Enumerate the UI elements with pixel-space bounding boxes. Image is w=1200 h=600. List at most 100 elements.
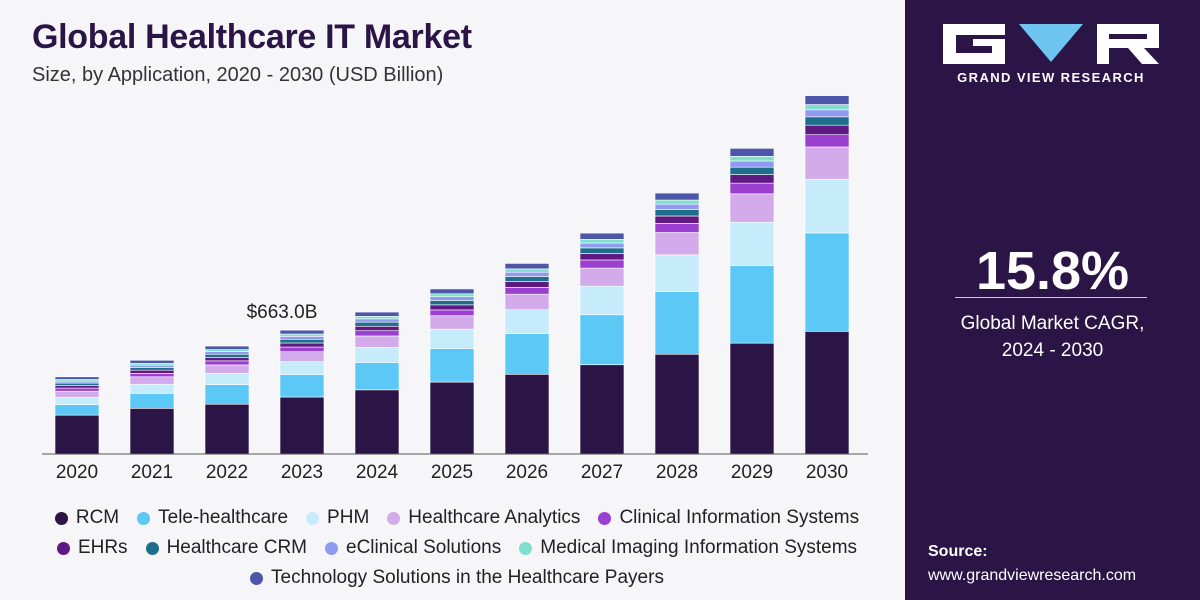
bar-segment-2022-healthcare-analytics: [204, 364, 250, 374]
legend-item-clinical-information-systems: Clinical Information Systems: [598, 507, 859, 529]
bar-segment-2024-clinical-information-systems: [354, 330, 400, 337]
bar-segment-2020-phm: [54, 396, 100, 405]
x-tick-label-2028: 2028: [656, 462, 698, 483]
bar-segment-2026-medical-imaging-information-systems: [504, 268, 550, 273]
bar-segment-2022-technology-solutions-in-the-healthcare-payers: [204, 345, 250, 350]
legend-row: EHRs Healthcare CRM eClinical Solutions …: [12, 533, 902, 563]
bar-segment-2028-tele-healthcare: [654, 291, 700, 355]
bar-segment-2024-healthcare-crm: [354, 321, 400, 327]
bar-segment-2022-phm: [204, 373, 250, 385]
bar-segment-2021-rcm: [129, 408, 175, 455]
bar-segment-2023-eclinical-solutions: [279, 336, 325, 340]
bar-segment-2030-healthcare-analytics: [804, 146, 850, 180]
cagr-label-line1: Global Market CAGR,: [960, 313, 1145, 334]
bar-segment-2030-medical-imaging-information-systems: [804, 104, 850, 111]
legend-item-ehrs: EHRs: [56, 537, 128, 559]
bar-segment-2030-ehrs: [804, 124, 850, 136]
cagr-label: Global Market CAGR, 2024 - 2030: [905, 310, 1200, 364]
legend-dot: [145, 541, 159, 555]
bar-segment-2027-healthcare-analytics: [579, 267, 625, 287]
bar-segment-2028-rcm: [654, 353, 700, 455]
bar-segment-2020-healthcare-crm: [54, 382, 100, 386]
bar-segment-2024-phm: [354, 347, 400, 363]
bar-segment-2020-tele-healthcare: [54, 404, 100, 416]
bar-segment-2023-ehrs: [279, 342, 325, 348]
x-tick-label-2025: 2025: [431, 462, 473, 483]
legend-label: Healthcare Analytics: [408, 507, 581, 528]
bar-segment-2030-healthcare-crm: [804, 116, 850, 126]
bar-segment-2026-tele-healthcare: [504, 333, 550, 375]
legend-label: Medical Imaging Information Systems: [540, 537, 858, 558]
bar-segment-2027-clinical-information-systems: [579, 259, 625, 269]
source-link[interactable]: www.grandviewresearch.com: [928, 567, 1137, 584]
legend-dot: [54, 511, 68, 525]
bar-segment-2024-ehrs: [354, 325, 400, 332]
legend-label: Tele-healthcare: [158, 507, 289, 528]
bar-segment-2021-phm: [129, 383, 175, 394]
legend-label: Clinical Information Systems: [619, 507, 860, 528]
bar-segment-2027-healthcare-crm: [579, 247, 625, 254]
legend-dot: [519, 541, 533, 555]
bar-segment-2027-rcm: [579, 364, 625, 455]
bar-segment-2025-healthcare-crm: [429, 300, 475, 306]
bar-segment-2026-healthcare-analytics: [504, 293, 550, 311]
bar-segment-2029-eclinical-solutions: [729, 160, 775, 168]
x-tick-label-2024: 2024: [356, 462, 399, 483]
data-label-2023: $663.0B: [247, 302, 318, 323]
legend-dot: [56, 541, 70, 555]
bar-segment-2026-phm: [504, 309, 550, 334]
legend-label: eClinical Solutions: [346, 537, 502, 558]
bar-segment-2028-medical-imaging-information-systems: [654, 199, 700, 205]
legend-dot: [306, 511, 320, 525]
legend-row: Technology Solutions in the Healthcare P…: [12, 563, 902, 593]
bar-segment-2022-eclinical-solutions: [204, 351, 250, 355]
bar-segment-2023-medical-imaging-information-systems: [279, 333, 325, 337]
bar-segment-2028-clinical-information-systems: [654, 223, 700, 233]
bar-segment-2030-eclinical-solutions: [804, 109, 850, 118]
legend-row: RCM Tele-healthcare PHM Healthcare Analy…: [12, 503, 902, 533]
logo-letter-r: [1097, 24, 1159, 64]
legend-item-rcm: RCM: [54, 507, 119, 529]
x-tick-label-2029: 2029: [731, 462, 773, 483]
bar-segment-2020-technology-solutions-in-the-healthcare-payers: [54, 376, 100, 380]
legend-label: PHM: [327, 507, 370, 528]
bar-segment-2029-rcm: [729, 342, 775, 455]
bar-segment-2027-eclinical-solutions: [579, 242, 625, 249]
legend-item-medical-imaging-information-systems: Medical Imaging Information Systems: [519, 537, 857, 559]
x-tick-label-2027: 2027: [581, 462, 623, 483]
legend-item-phm: PHM: [306, 507, 369, 529]
bar-segment-2024-healthcare-analytics: [354, 335, 400, 348]
bar-segment-2027-tele-healthcare: [579, 314, 625, 366]
bar-segment-2028-ehrs: [654, 215, 700, 224]
bar-segment-2023-rcm: [279, 396, 325, 455]
bar-segment-2020-rcm: [54, 414, 100, 455]
bar-segment-2024-tele-healthcare: [354, 362, 400, 391]
bar-segment-2023-technology-solutions-in-the-healthcare-payers: [279, 329, 325, 335]
bar-segment-2030-tele-healthcare: [804, 232, 850, 332]
bar-segment-2025-technology-solutions-in-the-healthcare-payers: [429, 288, 475, 295]
gvr-logo: [943, 24, 1159, 64]
x-tick-label-2020: 2020: [56, 462, 98, 483]
bar-segment-2030-rcm: [804, 331, 850, 455]
source-label: Source:: [928, 543, 988, 560]
legend-dot: [598, 511, 612, 525]
legend-item-eclinical-solutions: eClinical Solutions: [325, 537, 501, 559]
bar-segment-2024-eclinical-solutions: [354, 318, 400, 323]
bar-segment-2023-clinical-information-systems: [279, 346, 325, 353]
bar-segment-2030-technology-solutions-in-the-healthcare-payers: [804, 95, 850, 105]
bar-segment-2027-ehrs: [579, 253, 625, 261]
stacked-bar-chart: 2020 2021 2022 $663.0B 2023 2024 2025 2026 2027 2…: [42, 95, 868, 483]
bar-segment-2026-clinical-information-systems: [504, 287, 550, 295]
bar-segment-2022-healthcare-crm: [204, 353, 250, 358]
bar-segment-2026-technology-solutions-in-the-healthcare-payers: [504, 263, 550, 270]
bar-segment-2025-medical-imaging-information-systems: [429, 293, 475, 297]
bar-segment-2020-healthcare-analytics: [54, 390, 100, 398]
legend-item-tele-healthcare: Tele-healthcare: [137, 507, 288, 529]
cagr-label-line2: 2024 - 2030: [1001, 340, 1104, 361]
bar-segment-2026-eclinical-solutions: [504, 271, 550, 277]
bar-segment-2027-technology-solutions-in-the-healthcare-payers: [579, 232, 625, 240]
cagr-divider: [955, 297, 1147, 298]
bar-segment-2029-medical-imaging-information-systems: [729, 156, 775, 162]
bar-segment-2025-ehrs: [429, 304, 475, 311]
bar-segment-2025-phm: [429, 328, 475, 349]
